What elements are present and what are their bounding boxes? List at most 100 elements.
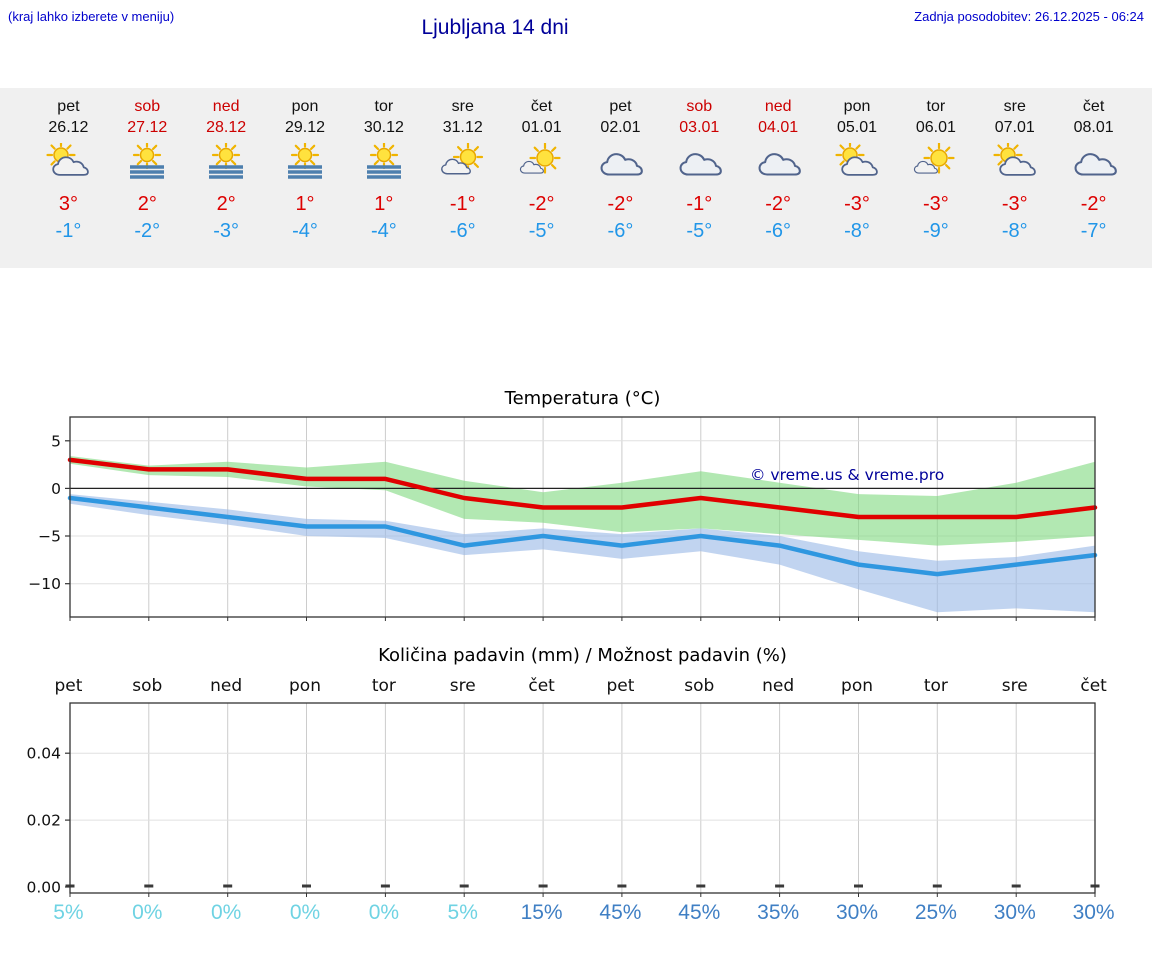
precip-probability: 45% [678, 901, 721, 924]
day-high-temp: -3° [844, 193, 870, 215]
day-date: 27.12 [127, 119, 168, 136]
day-date: 08.01 [1073, 119, 1114, 136]
cloudy-icon [660, 138, 739, 188]
precip-day-label: pet [606, 676, 635, 696]
precip-probability: 0% [368, 901, 400, 924]
precip-day-label: pon [289, 676, 321, 696]
day-low-temp: -8° [844, 220, 870, 242]
precip-day-label: tor [923, 676, 948, 696]
partly-cloudy-icon [975, 138, 1054, 188]
precip-day-label: sre [1001, 676, 1028, 696]
forecast-strip: pet 26.12 3° -1° sob 27.12 2° -2° ned 28.12 2° -3° p… [0, 88, 1152, 268]
day-low-temp: -9° [922, 220, 949, 242]
fog-sun-icon [187, 138, 266, 188]
precip-bar [380, 884, 390, 888]
partly-cloudy-icon [29, 138, 108, 188]
day-name: čet [1082, 98, 1105, 115]
mostly-sunny-icon [502, 138, 581, 188]
day-name: pet [609, 98, 632, 115]
day-high-temp: -1° [686, 193, 713, 215]
day-name: ned [212, 98, 240, 115]
day-name: ned [764, 98, 792, 115]
precip-day-label: pon [841, 676, 873, 696]
day-name: pet [57, 98, 80, 115]
precip-bar [775, 884, 785, 888]
cloudy-icon [581, 138, 660, 188]
page-title: Ljubljana 14 dni [421, 16, 569, 39]
day-column: ned 28.12 2° -3° [187, 96, 266, 268]
day-name: pon [291, 98, 319, 115]
day-name: sre [1003, 98, 1026, 115]
day-date: 07.01 [994, 119, 1035, 136]
day-name: tor [926, 98, 946, 115]
svg-text:−10: −10 [28, 575, 61, 593]
day-low-temp: -6° [607, 220, 634, 242]
precip-probability: 15% [520, 901, 563, 924]
day-date: 30.12 [363, 119, 404, 136]
day-high-temp: 1° [295, 193, 315, 215]
precip-day-label: čet [528, 676, 555, 696]
precip-bar [617, 884, 627, 888]
day-name: sob [134, 98, 161, 115]
temperature-chart-title: Temperatura (°C) [504, 388, 661, 409]
day-low-temp: -2° [134, 220, 161, 242]
day-column: tor 30.12 1° -4° [344, 96, 423, 268]
cloudy-icon [739, 138, 818, 188]
day-date: 01.01 [521, 119, 562, 136]
precip-probability: 0% [132, 901, 163, 924]
svg-text:5: 5 [51, 432, 61, 450]
day-low-temp: -5° [686, 220, 713, 242]
svg-text:0.00: 0.00 [26, 879, 61, 897]
day-date: 26.12 [48, 119, 89, 136]
menu-hint: (kraj lahko izberete v meniju) [8, 9, 175, 24]
precipitation-chart: 0.00 0.02 0.04 [26, 702, 1100, 897]
day-column: sob 03.01 -1° -5° [660, 96, 739, 268]
day-date: 04.01 [758, 119, 799, 136]
day-low-temp: -5° [528, 220, 555, 242]
fog-sun-icon [108, 138, 187, 188]
precip-probability-row: 5% 0% 0% 0% 0% 5% 15% 45% 45% 35% 30% 25% 30% 30% [0, 901, 1152, 925]
day-low-temp: -7° [1080, 220, 1107, 242]
precip-probability: 35% [757, 901, 800, 924]
day-low-temp: -6° [765, 220, 792, 242]
chart-watermark: © vreme.us & vreme.pro [750, 466, 944, 484]
day-low-temp: -3° [213, 220, 240, 242]
day-low-temp: -4° [292, 220, 318, 242]
precip-bar [854, 884, 863, 888]
precip-day-label: pet [54, 676, 83, 696]
last-updated: Zadnja posodobitev: 26.12.2025 - 06:24 [914, 9, 1144, 24]
mostly-sunny-icon [896, 138, 975, 188]
precip-bar [459, 884, 469, 888]
day-high-temp: 2° [216, 193, 236, 215]
svg-text:0.02: 0.02 [26, 812, 61, 830]
precip-probability: 5% [53, 901, 84, 924]
day-high-temp: -2° [765, 193, 792, 215]
day-name: čet [530, 98, 553, 115]
day-high-temp: -3° [922, 193, 949, 215]
day-low-temp: -1° [55, 220, 82, 242]
day-date: 31.12 [442, 119, 483, 136]
precip-probability: 30% [1072, 901, 1115, 924]
precip-probability: 5% [447, 901, 478, 924]
partly-cloudy-icon [818, 138, 897, 188]
day-high-temp: 3° [58, 193, 78, 215]
day-name: tor [374, 98, 394, 115]
precip-bar [144, 884, 154, 888]
day-column: čet 01.01 -2° -5° [502, 96, 581, 268]
day-column: pon 05.01 -3° -8° [818, 96, 897, 268]
day-date: 29.12 [284, 119, 326, 136]
precip-bar [932, 884, 942, 888]
day-column: pet 26.12 3° -1° [29, 96, 108, 268]
precip-bar [1011, 884, 1021, 888]
precip-day-label: sob [132, 676, 163, 696]
precip-day-label: ned [762, 676, 795, 696]
precip-bar [696, 884, 706, 888]
precip-probability: 30% [993, 901, 1036, 924]
precip-bar [302, 884, 311, 888]
day-low-temp: -8° [1001, 220, 1028, 242]
day-column: tor 06.01 -3° -9° [896, 96, 975, 268]
day-date: 06.01 [915, 119, 956, 136]
precip-probability: 25% [914, 901, 957, 924]
svg-text:−5: −5 [38, 528, 61, 546]
